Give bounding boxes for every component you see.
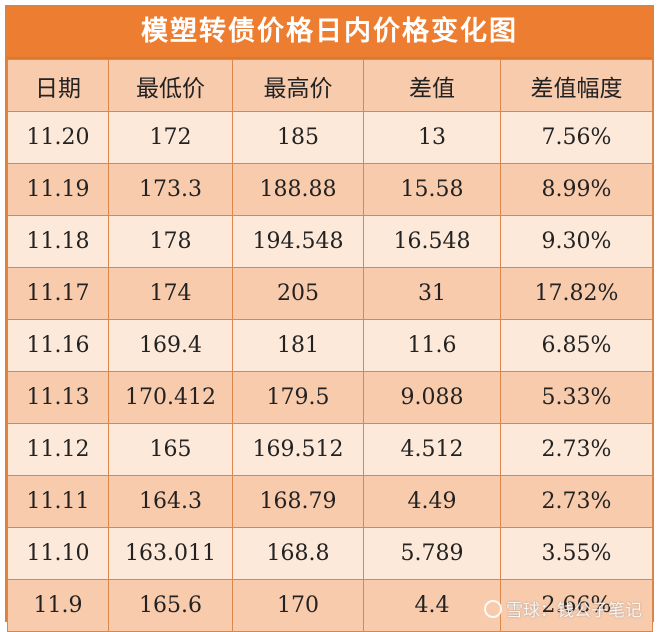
cell-diff: 13 xyxy=(363,111,501,164)
cell-date: 11.12 xyxy=(7,423,109,476)
cell-diff-pct: 8.99% xyxy=(500,163,653,216)
cell-diff: 15.58 xyxy=(363,163,501,216)
cell-high: 168.79 xyxy=(232,475,364,528)
cell-date: 11.20 xyxy=(7,111,109,164)
header-diff-pct: 差值幅度 xyxy=(500,59,653,112)
cell-diff: 5.789 xyxy=(363,527,501,580)
cell-diff-pct: 2.73% xyxy=(500,475,653,528)
cell-high: 205 xyxy=(232,267,364,320)
cell-diff-pct: 2.66% xyxy=(500,579,653,632)
cell-diff: 16.548 xyxy=(363,215,501,268)
cell-diff: 4.49 xyxy=(363,475,501,528)
cell-low: 169.4 xyxy=(108,319,233,372)
cell-high: 194.548 xyxy=(232,215,364,268)
cell-low: 163.011 xyxy=(108,527,233,580)
cell-low: 165 xyxy=(108,423,233,476)
cell-diff-pct: 5.33% xyxy=(500,371,653,424)
header-high: 最高价 xyxy=(232,59,364,112)
watermark: 雪球：钱公子笔记 xyxy=(484,596,642,621)
snowball-logo-icon xyxy=(484,599,502,618)
price-table: 日期 最低价 最高价 差值 差值幅度 11.20 172 185 13 7.56% 11.… xyxy=(7,59,653,632)
table-row: 11.18 178 194.548 16.548 9.30% xyxy=(7,215,653,268)
cell-date: 11.16 xyxy=(7,319,109,372)
cell-date: 11.10 xyxy=(7,527,109,580)
header-row: 日期 最低价 最高价 差值 差值幅度 xyxy=(7,59,653,112)
header-date: 日期 xyxy=(7,59,109,112)
cell-low: 178 xyxy=(108,215,233,268)
watermark-text: 雪球：钱公子笔记 xyxy=(506,601,642,621)
cell-diff-pct: 9.30% xyxy=(500,215,653,268)
cell-diff-pct: 2.73% xyxy=(500,423,653,476)
table-frame: 模塑转债价格日内价格变化图 日期 最低价 最高价 差值 差值幅度 11.20 17… xyxy=(5,5,654,632)
cell-low: 173.3 xyxy=(108,163,233,216)
cell-high: 170 xyxy=(232,579,364,632)
cell-diff: 4.4 xyxy=(363,579,501,632)
cell-low: 164.3 xyxy=(108,475,233,528)
cell-low: 174 xyxy=(108,267,233,320)
cell-high: 179.5 xyxy=(232,371,364,424)
table-row: 11.17 174 205 31 17.82% xyxy=(7,267,653,320)
table-title: 模塑转债价格日内价格变化图 xyxy=(7,7,652,59)
table-row: 11.19 173.3 188.88 15.58 8.99% xyxy=(7,163,653,216)
table-row: 11.11 164.3 168.79 4.49 2.73% xyxy=(7,475,653,528)
cell-diff: 4.512 xyxy=(363,423,501,476)
cell-low: 172 xyxy=(108,111,233,164)
cell-diff-pct: 17.82% xyxy=(500,267,653,320)
table-row: 11.9 165.6 170 4.4 2.66% xyxy=(7,579,653,632)
cell-low: 170.412 xyxy=(108,371,233,424)
header-low: 最低价 xyxy=(108,59,233,112)
cell-diff: 9.088 xyxy=(363,371,501,424)
cell-high: 185 xyxy=(232,111,364,164)
table-row: 11.10 163.011 168.8 5.789 3.55% xyxy=(7,527,653,580)
table-row: 11.20 172 185 13 7.56% xyxy=(7,111,653,164)
cell-high: 168.8 xyxy=(232,527,364,580)
cell-high: 181 xyxy=(232,319,364,372)
table-row: 11.16 169.4 181 11.6 6.85% xyxy=(7,319,653,372)
cell-diff: 11.6 xyxy=(363,319,501,372)
cell-date: 11.9 xyxy=(7,579,109,632)
cell-date: 11.18 xyxy=(7,215,109,268)
header-diff: 差值 xyxy=(363,59,501,112)
cell-low: 165.6 xyxy=(108,579,233,632)
cell-date: 11.13 xyxy=(7,371,109,424)
cell-diff-pct: 6.85% xyxy=(500,319,653,372)
cell-diff-pct: 7.56% xyxy=(500,111,653,164)
cell-date: 11.11 xyxy=(7,475,109,528)
cell-diff: 31 xyxy=(363,267,501,320)
cell-diff-pct: 3.55% xyxy=(500,527,653,580)
table-row: 11.12 165 169.512 4.512 2.73% xyxy=(7,423,653,476)
cell-date: 11.19 xyxy=(7,163,109,216)
cell-date: 11.17 xyxy=(7,267,109,320)
table-row: 11.13 170.412 179.5 9.088 5.33% xyxy=(7,371,653,424)
cell-high: 169.512 xyxy=(232,423,364,476)
table-body: 11.20 172 185 13 7.56% 11.19 173.3 188.88 15.58 8… xyxy=(7,111,653,632)
cell-high: 188.88 xyxy=(232,163,364,216)
